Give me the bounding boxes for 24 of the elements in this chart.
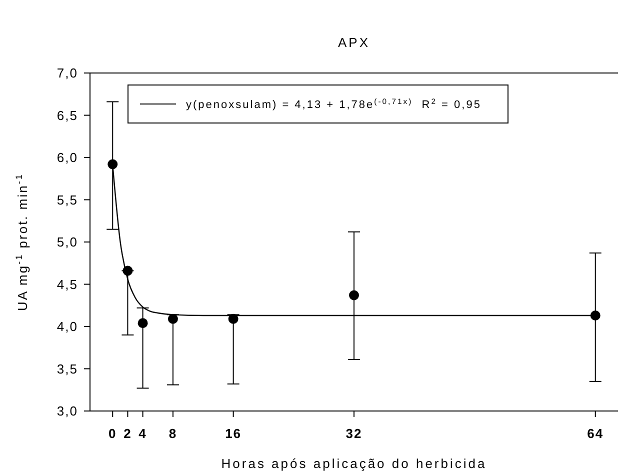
- point: [168, 314, 178, 324]
- point: [138, 318, 148, 328]
- x-tick-label: 32: [346, 426, 362, 441]
- x-tick-label: 64: [587, 426, 604, 441]
- x-tick-label: 2: [124, 426, 132, 441]
- x-axis-title: Horas após aplicação do herbicida: [221, 456, 487, 471]
- point: [590, 310, 600, 321]
- x-tick-label: 4: [138, 426, 147, 441]
- y-tick-label: 7,0: [56, 66, 78, 81]
- x-tick-label: 8: [168, 426, 178, 441]
- y-tick-label: 4,0: [56, 319, 78, 334]
- y-tick-label: 3,0: [56, 404, 78, 419]
- x-tick-label: 0: [108, 426, 117, 441]
- x-tick-label: 16: [225, 426, 242, 441]
- y-tick-label: 4,5: [56, 276, 78, 292]
- chart-title: APX: [338, 35, 370, 50]
- y-tick-label: 5,5: [56, 192, 78, 208]
- point: [349, 290, 359, 300]
- y-tick-label: 5,0: [56, 234, 78, 250]
- y-tick-label: 3,5: [56, 361, 78, 376]
- y-tick-label: 6,0: [56, 150, 78, 166]
- legend-label: y(penoxsulam) = 4,13 + 1,78e$^{(-0,71x)}$ R$^{2}$ = 0,95: [186, 96, 482, 111]
- point: [108, 159, 118, 170]
- y-tick-label: 6,5: [56, 108, 78, 123]
